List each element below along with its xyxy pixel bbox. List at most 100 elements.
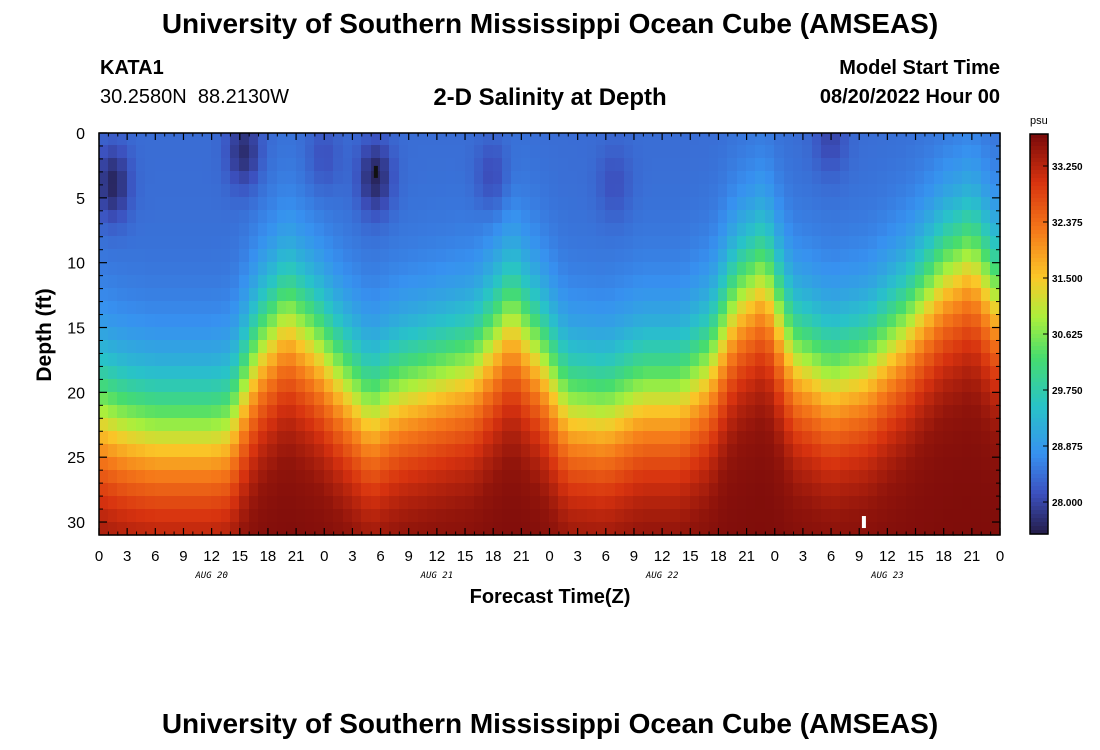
heatmap-cell: [737, 444, 748, 459]
heatmap-cell: [455, 340, 467, 355]
heatmap-cell: [615, 431, 626, 446]
heatmap-cell: [389, 379, 401, 394]
heatmap-cell: [277, 392, 288, 407]
heatmap-cell: [352, 431, 363, 446]
heatmap-cell: [934, 249, 945, 264]
heatmap-cell: [784, 444, 795, 459]
heatmap-cell: [699, 496, 711, 511]
heatmap-cell: [211, 158, 223, 173]
heatmap-cell: [718, 405, 729, 420]
heatmap-cell: [145, 392, 157, 407]
heatmap-cell: [746, 444, 757, 459]
heatmap-cell: [662, 171, 673, 186]
heatmap-cell: [249, 249, 260, 264]
heatmap-cell: [258, 496, 269, 511]
heatmap-cell: [511, 197, 523, 212]
heatmap-cell: [652, 327, 664, 342]
heatmap-cell: [521, 133, 532, 147]
heatmap-cell: [108, 444, 119, 459]
heatmap-cell: [164, 470, 176, 485]
heatmap-cell: [455, 288, 467, 303]
x-tick-label: 9: [179, 548, 187, 565]
heatmap-cell: [155, 431, 166, 446]
heatmap-cell: [389, 353, 401, 368]
heatmap-cell: [305, 145, 316, 160]
heatmap-cell: [446, 457, 457, 472]
heatmap-cell: [718, 275, 729, 290]
heatmap-cell: [755, 340, 767, 355]
heatmap-cell: [680, 340, 692, 355]
heatmap-cell: [868, 288, 879, 303]
heatmap-cell: [587, 288, 598, 303]
heatmap-cell: [343, 470, 354, 485]
heatmap-cell: [784, 431, 795, 446]
heatmap-cell: [643, 249, 654, 264]
heatmap-cell: [953, 379, 964, 394]
heatmap-cell: [221, 340, 232, 355]
heatmap-cell: [605, 366, 617, 381]
heatmap-cell: [943, 522, 955, 536]
colorbar-segment: [1030, 318, 1048, 323]
heatmap-cell: [596, 483, 607, 498]
heatmap-cell: [953, 522, 964, 536]
heatmap-cell: [389, 210, 401, 225]
heatmap-cell: [192, 301, 204, 316]
heatmap-cell: [615, 145, 626, 160]
heatmap-cell: [774, 275, 786, 290]
heatmap-cell: [493, 262, 504, 277]
heatmap-cell: [990, 522, 1001, 536]
heatmap-cell: [765, 275, 776, 290]
heatmap-cell: [727, 171, 739, 186]
heatmap-cell: [877, 223, 889, 238]
heatmap-cell: [277, 353, 288, 368]
heatmap-cell: [511, 340, 523, 355]
heatmap-cell: [183, 392, 194, 407]
heatmap-cell: [540, 522, 551, 536]
heatmap-cell: [896, 418, 908, 433]
heatmap-cell: [943, 223, 955, 238]
heatmap-cell: [277, 249, 288, 264]
heatmap-cell: [558, 509, 570, 524]
heatmap-cell: [192, 171, 204, 186]
heatmap-cell: [718, 262, 729, 277]
heatmap-cell: [831, 496, 842, 511]
heatmap-cell: [267, 145, 279, 160]
heatmap-cell: [277, 405, 288, 420]
colorbar-segment: [1030, 382, 1048, 387]
heatmap-cell: [530, 340, 542, 355]
heatmap-cell: [859, 392, 870, 407]
heatmap-cell: [540, 145, 551, 160]
heatmap-cell: [521, 470, 532, 485]
heatmap-cell: [465, 353, 476, 368]
heatmap-cell: [211, 249, 223, 264]
heatmap-cell: [737, 249, 748, 264]
heatmap-cell: [962, 340, 973, 355]
heatmap-cell: [774, 327, 786, 342]
heatmap-cell: [371, 405, 382, 420]
heatmap-cell: [267, 262, 279, 277]
heatmap-cell: [765, 236, 776, 251]
heatmap-cell: [915, 301, 926, 316]
heatmap-cell: [164, 184, 176, 199]
heatmap-cell: [643, 509, 654, 524]
heatmap-cell: [821, 210, 833, 225]
heatmap-cell: [953, 327, 964, 342]
heatmap-cell: [577, 314, 589, 329]
heatmap-cell: [371, 197, 382, 212]
colorbar-segment: [1030, 174, 1048, 179]
heatmap-cell: [906, 288, 917, 303]
heatmap-cell: [408, 418, 420, 433]
heatmap-cell: [690, 133, 701, 147]
heatmap-cell: [615, 133, 626, 147]
heatmap-cell: [802, 444, 814, 459]
heatmap-cell: [605, 210, 617, 225]
heatmap-cell: [380, 262, 391, 277]
heatmap-cell: [821, 496, 833, 511]
heatmap-cell: [155, 444, 166, 459]
heatmap-cell: [812, 301, 823, 316]
heatmap-cell: [934, 314, 945, 329]
heatmap-cell: [587, 210, 598, 225]
heatmap-cell: [343, 483, 354, 498]
heatmap-cell: [915, 327, 926, 342]
heatmap-cell: [849, 379, 861, 394]
